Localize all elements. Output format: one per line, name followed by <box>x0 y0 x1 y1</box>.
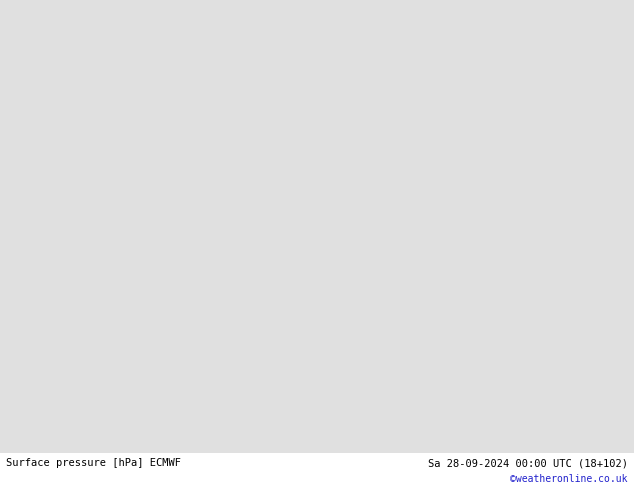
Text: Surface pressure [hPa] ECMWF: Surface pressure [hPa] ECMWF <box>6 458 181 468</box>
Text: ©weatheronline.co.uk: ©weatheronline.co.uk <box>510 474 628 484</box>
Text: Sa 28-09-2024 00:00 UTC (18+102): Sa 28-09-2024 00:00 UTC (18+102) <box>428 458 628 468</box>
